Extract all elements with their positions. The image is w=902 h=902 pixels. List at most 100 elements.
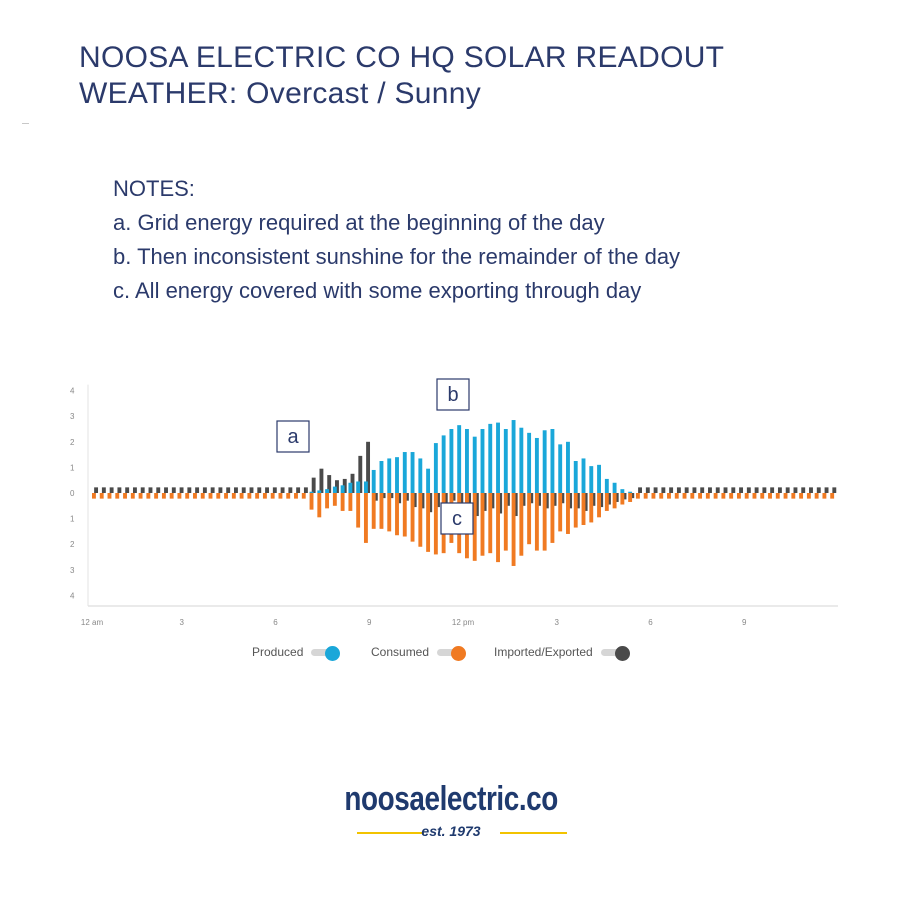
x-tick-label: 3 <box>555 618 560 627</box>
consumed-bar <box>542 493 547 551</box>
consumed-bar <box>402 493 407 537</box>
consumed-bar <box>200 493 205 499</box>
produced-toggle[interactable] <box>311 646 341 661</box>
annotation-box-a <box>276 420 310 453</box>
imported-exported-bar <box>653 487 658 493</box>
produced-bar <box>332 486 337 493</box>
y-tick-label: 4 <box>70 387 75 396</box>
produced-bar <box>309 491 314 493</box>
notes-block: NOTES: a. Grid energy required at the be… <box>113 172 680 308</box>
consumed-bar <box>511 493 516 566</box>
consumed-bar <box>674 493 679 499</box>
imported-exported-bar <box>809 487 813 493</box>
produced-bar <box>527 432 532 493</box>
consumed-bar <box>550 493 555 543</box>
imported-exported-bar <box>669 487 674 493</box>
consumed-bar <box>635 493 640 499</box>
imported-exported-bar <box>824 487 829 493</box>
imported-exported-bar <box>125 487 130 493</box>
consumed-bar <box>612 493 617 509</box>
imported-exported-bar <box>498 493 503 514</box>
consumed-bar <box>775 493 780 499</box>
imported-exported-bar <box>607 493 611 505</box>
notes-heading: NOTES: <box>113 176 195 201</box>
consumed-bar <box>736 493 741 499</box>
consumed-bar <box>356 493 361 528</box>
imported-exported-bar <box>319 468 324 493</box>
legend-item-produced[interactable]: Produced <box>252 645 341 661</box>
consumed-toggle[interactable] <box>437 646 467 661</box>
consumed-bar <box>791 493 796 499</box>
imported-exported-bar <box>210 487 215 493</box>
produced-bar <box>371 469 376 493</box>
consumed-bar <box>231 493 236 499</box>
consumed-bar <box>768 493 772 499</box>
y-tick-label: 3 <box>70 566 75 575</box>
imported-exported-bar <box>311 477 316 493</box>
imported-exported-bar <box>816 487 821 493</box>
consumed-bar <box>713 493 718 499</box>
imported-exported-bar <box>296 487 301 493</box>
imported-exported-bar <box>482 493 487 511</box>
imported-exported-bar <box>459 493 464 511</box>
legend-item-imported-exported[interactable]: Imported/Exported <box>494 645 631 661</box>
imported-exported-toggle[interactable] <box>600 646 631 661</box>
imported-exported-bar <box>218 487 223 493</box>
imported-exported-bar <box>241 487 246 493</box>
produced-bar <box>573 461 578 493</box>
imported-exported-bar <box>156 487 161 493</box>
imported-exported-bar <box>552 493 557 506</box>
imported-exported-bar <box>490 493 495 509</box>
note-a: a. Grid energy required at the beginning… <box>113 210 605 235</box>
brand-tagline: est. 1973 <box>421 823 481 839</box>
consumed-bar <box>760 493 765 499</box>
imported-exported-bar <box>428 493 433 513</box>
imported-exported-bar <box>272 487 277 493</box>
produced-bar <box>542 430 547 493</box>
annotation-label-c: c <box>452 508 462 530</box>
consumed-bar <box>822 493 827 499</box>
consumed-bar <box>503 493 508 551</box>
imported-exported-bar <box>801 487 806 493</box>
consumed-bar <box>262 493 267 499</box>
imported-exported-bar <box>132 487 137 493</box>
legend-item-consumed[interactable]: Consumed <box>371 645 467 661</box>
imported-exported-bar <box>226 487 231 493</box>
imported-exported-bar <box>638 487 642 493</box>
imported-exported-bar <box>436 493 440 508</box>
x-tick-label: 3 <box>180 618 185 627</box>
imported-exported-bar <box>303 487 308 493</box>
produced-bar <box>550 429 555 493</box>
consumed-bar <box>278 493 283 499</box>
produced-bar <box>604 478 609 493</box>
consumed-bar <box>558 493 563 532</box>
annotation-label-b: b <box>447 384 458 406</box>
consumed-toggle-knob <box>451 646 467 661</box>
imported-exported-bar <box>265 487 269 493</box>
consumed-bar <box>317 493 322 518</box>
consumed-bar <box>729 493 734 499</box>
imported-exported-bar <box>164 487 168 493</box>
imported-exported-bar <box>832 487 837 493</box>
imported-exported-bar <box>560 493 565 504</box>
produced-bar <box>356 481 361 493</box>
produced-bar <box>449 429 454 493</box>
consumed-bar <box>682 493 687 499</box>
produced-bar <box>395 457 399 493</box>
consumed-bar <box>597 493 601 518</box>
divider-mark <box>22 123 29 124</box>
imported-exported-bar <box>420 493 425 509</box>
consumed-bar <box>130 493 135 499</box>
y-tick-label: 1 <box>70 463 75 472</box>
imported-exported-bar <box>257 487 262 493</box>
consumed-bar <box>418 493 423 547</box>
produced-bar <box>558 444 563 493</box>
imported-exported-bar <box>94 487 99 493</box>
produced-bar <box>387 458 392 493</box>
consumed-bar <box>496 493 500 563</box>
consumed-bar <box>371 493 376 529</box>
imported-exported-bar <box>537 493 541 506</box>
consumed-bar <box>814 493 819 499</box>
consumed-bar <box>193 493 197 499</box>
consumed-bar <box>581 493 586 525</box>
